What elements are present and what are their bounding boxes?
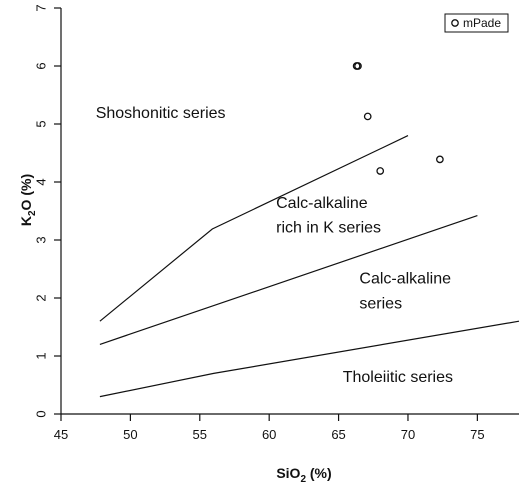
boundary-lines <box>99 135 520 398</box>
x-axis-title-main: SiO <box>276 465 300 481</box>
y-tick-label: 6 <box>34 62 49 69</box>
region-labels: Shoshonitic series Calc-alkaline rich in K… <box>96 105 453 386</box>
boundary-line <box>99 320 520 398</box>
x-tick-label: 45 <box>54 427 68 442</box>
y-axis-title-main-b: O (%) <box>18 174 34 211</box>
y-tick-label: 7 <box>34 4 49 11</box>
region-label: Calc-alkaline <box>359 271 451 288</box>
x-tick-label: 60 <box>262 427 276 442</box>
data-point <box>376 167 385 175</box>
y-axis-title: K2O (%) <box>18 174 38 226</box>
region-label: series <box>359 295 402 312</box>
data-point <box>363 112 372 121</box>
boundary-line <box>99 135 409 322</box>
y-tick-label: 2 <box>34 294 49 301</box>
legend-label: mPade <box>463 16 501 30</box>
y-tick-label: 3 <box>34 236 49 243</box>
x-tick-label: 65 <box>331 427 345 442</box>
x-tick-label: 75 <box>470 427 484 442</box>
y-tick-label: 5 <box>34 120 49 127</box>
region-label: Shoshonitic series <box>96 105 226 122</box>
legend: mPade <box>444 13 509 33</box>
y-tick-label: 1 <box>34 352 49 359</box>
x-tick-label: 70 <box>401 427 415 442</box>
region-label: rich in K series <box>276 219 381 236</box>
region-label: Calc-alkaline <box>276 195 368 212</box>
x-tick-label: 50 <box>123 427 137 442</box>
x-axis-title-tail: (%) <box>306 465 332 481</box>
data-point <box>436 155 444 164</box>
x-axis-title: SiO2 (%) <box>276 465 331 485</box>
boundary-line <box>99 215 478 345</box>
x-tick-label: 55 <box>193 427 207 442</box>
data-points <box>352 62 444 175</box>
legend-marker <box>451 19 459 27</box>
data-point <box>354 62 362 70</box>
y-tick-label: 4 <box>34 178 49 185</box>
x-axis-title-sub: 2 <box>300 474 306 485</box>
y-axis-title-main-a: K <box>18 216 34 226</box>
region-label: Tholeiitic series <box>343 369 453 386</box>
y-axis-title-sub: 2 <box>27 210 38 216</box>
legend-box <box>444 13 509 33</box>
y-tick-label: 0 <box>34 410 49 417</box>
